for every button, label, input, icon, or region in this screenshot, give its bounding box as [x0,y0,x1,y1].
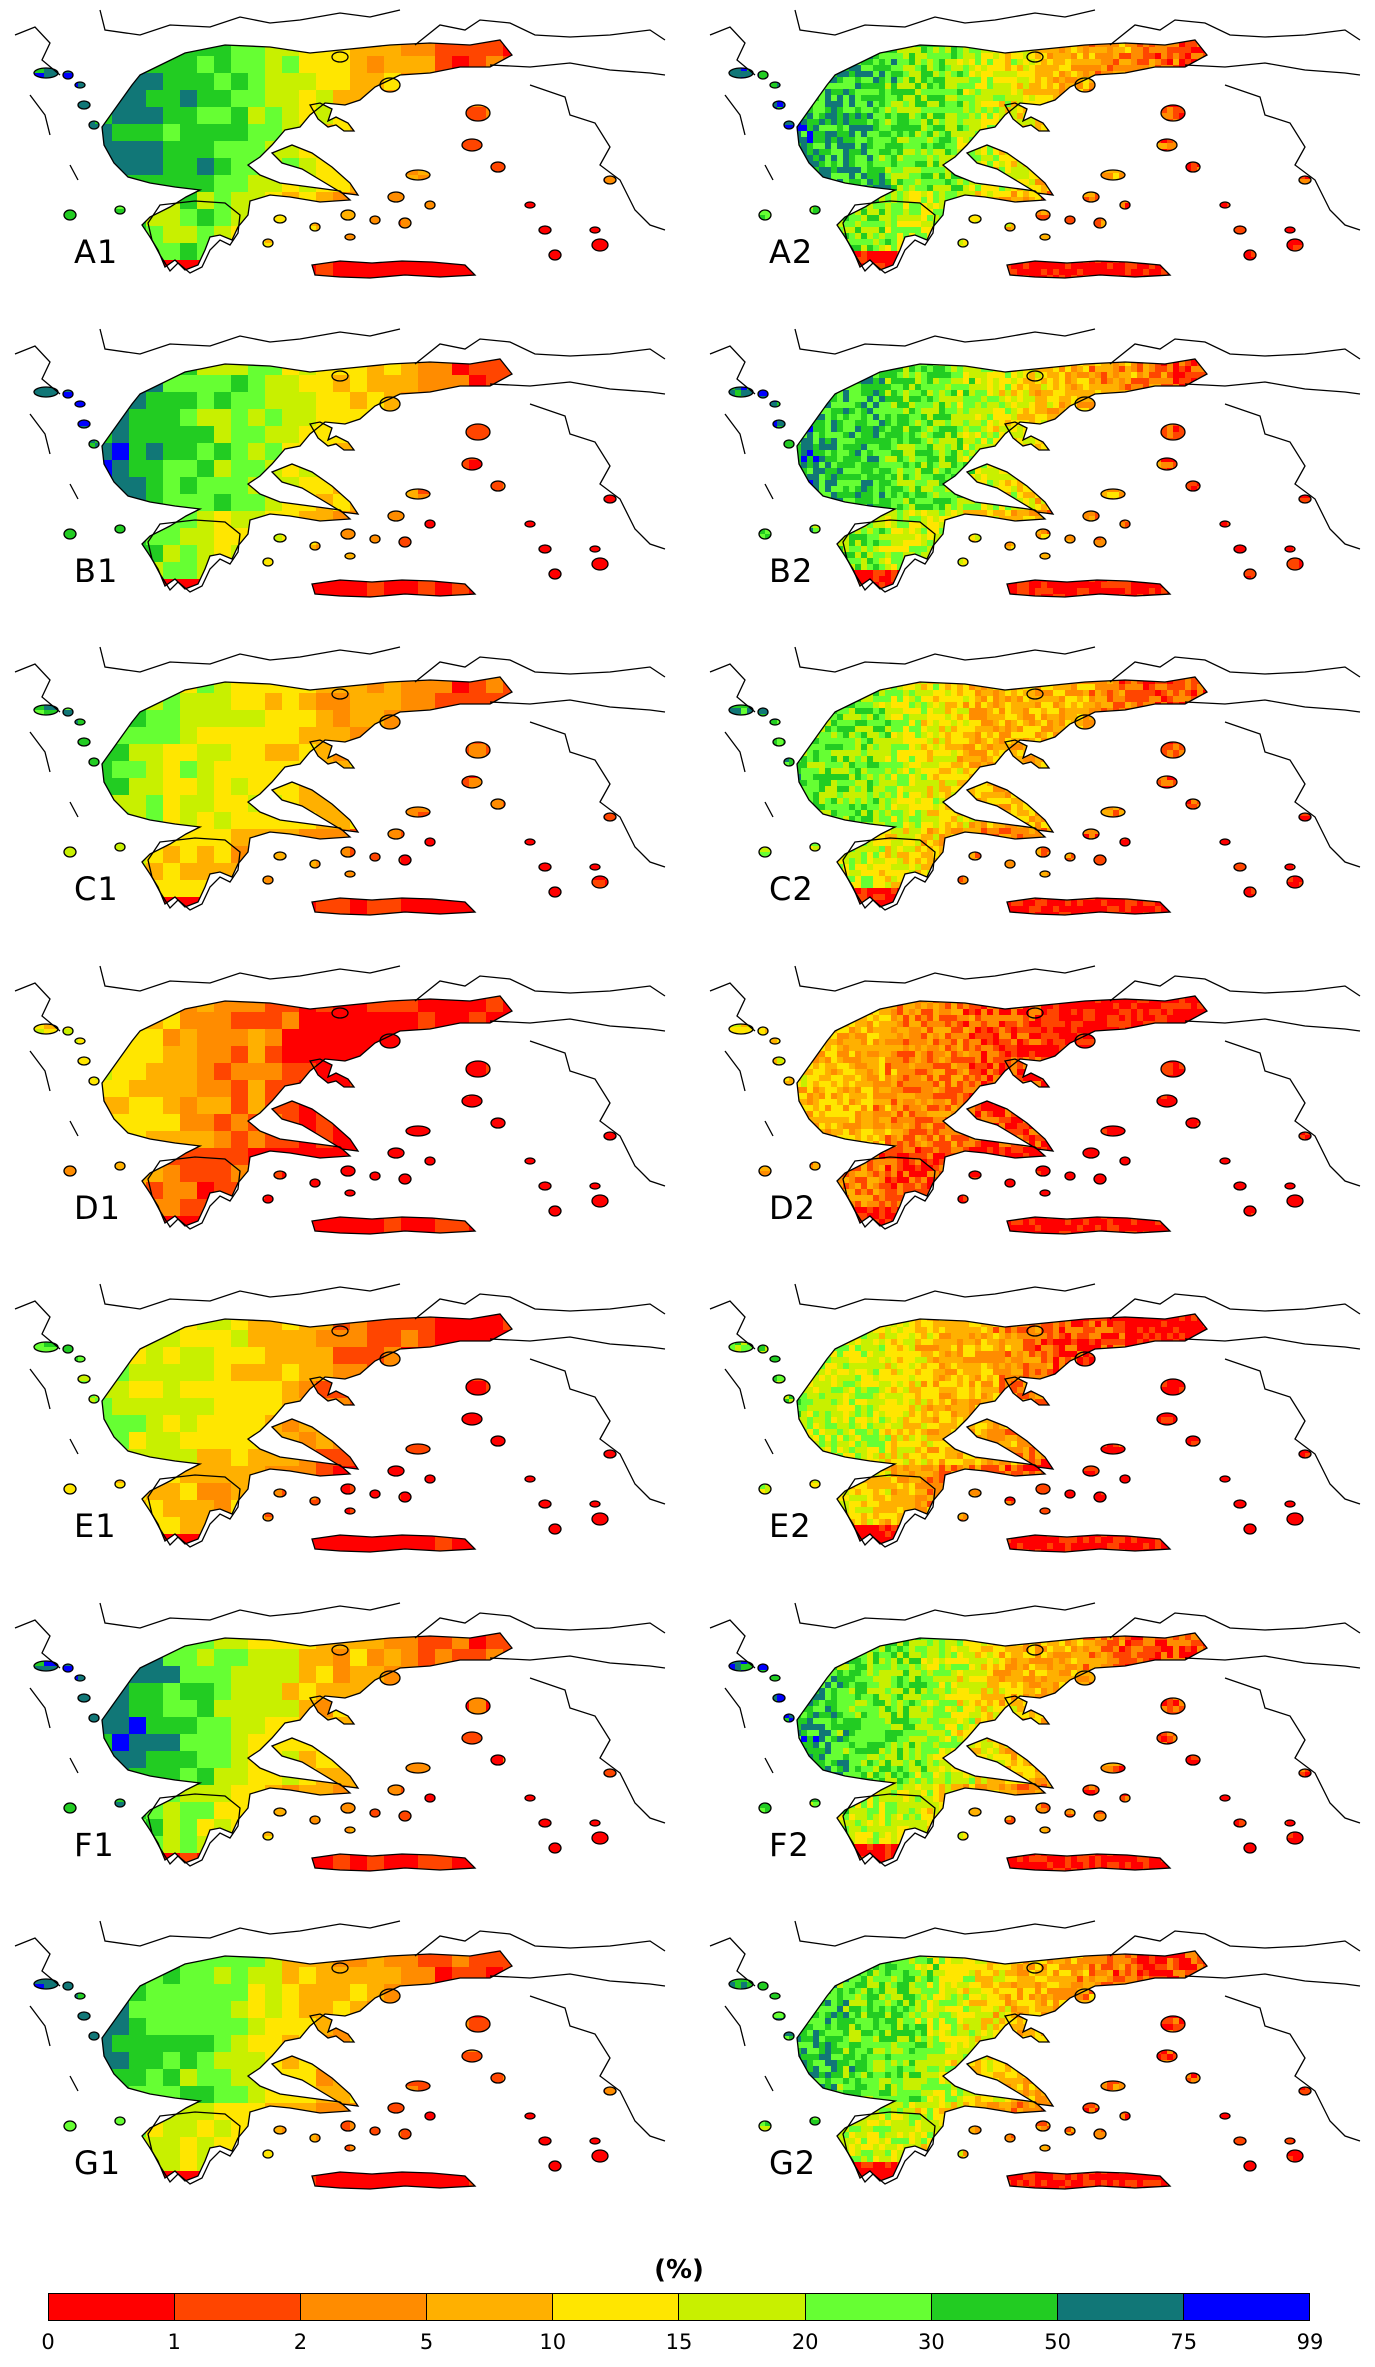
map-panel-d1: D1 [10,961,670,1261]
legend-swatch-0 [49,2294,176,2320]
map-a2 [709,9,1361,279]
map-panel-g2: G2 [705,1916,1365,2216]
map-b2 [709,327,1361,598]
map-panel-c1: C1 [10,642,670,942]
legend-swatch-7 [931,2294,1058,2320]
panel-label-f1: F1 [74,1826,115,1864]
map-panel-a2: A2 [705,5,1365,305]
legend-swatch-5 [679,2294,806,2320]
coastline [709,9,1361,279]
map-panel-d2: D2 [705,961,1365,1261]
legend-swatch-4 [553,2294,680,2320]
coastline [709,327,1361,598]
map-panel-e1: E1 [10,1279,670,1579]
legend-tick-label: 10 [539,2330,566,2354]
legend-swatch-3 [427,2294,554,2320]
legend-tick-label: 5 [420,2330,433,2354]
panel-label-d1: D1 [74,1189,121,1227]
map-panel-a1: A1 [10,5,670,305]
panel-label-a1: A1 [74,233,118,271]
coastline [14,9,666,279]
color-legend: (%) 0 1 2 5 10 15 20 30 50 75 99 [41,2255,1323,2367]
coastline [14,1601,666,1872]
map-g2 [709,1920,1361,2190]
map-d2 [709,964,1361,1235]
map-e2 [709,1283,1361,1553]
legend-tick-label: 1 [168,2330,181,2354]
panel-label-g2: G2 [769,2144,816,2182]
coastline [14,1283,666,1553]
map-panel-b2: B2 [705,324,1365,624]
coastline [14,646,666,916]
coastline [14,964,666,1235]
legend-swatch-8 [1057,2294,1184,2320]
map-f2 [709,1601,1361,1872]
coastline [709,646,1361,916]
legend-color-bar [48,2293,1310,2321]
map-g1 [14,1920,666,2190]
panel-label-g1: G1 [74,2144,121,2182]
legend-swatch-2 [301,2294,428,2320]
map-d1 [14,964,666,1235]
panel-label-e1: E1 [74,1507,117,1545]
map-e1 [14,1283,666,1553]
map-a1 [14,9,666,279]
legend-swatch-6 [805,2294,932,2320]
legend-tick-label: 30 [918,2330,945,2354]
panel-label-c1: C1 [74,870,119,908]
map-panel-g1: G1 [10,1916,670,2216]
legend-tick-label: 20 [792,2330,819,2354]
map-panel-b1: B1 [10,324,670,624]
coastline [14,1920,666,2190]
panel-label-f2: F2 [769,1826,810,1864]
coastline [709,964,1361,1235]
map-c1 [14,646,666,916]
panel-label-c2: C2 [769,870,814,908]
legend-swatch-9 [1183,2294,1309,2320]
legend-tick-label: 75 [1170,2330,1197,2354]
legend-tick-label: 2 [294,2330,307,2354]
panel-label-e2: E2 [769,1507,812,1545]
map-b1 [14,327,666,598]
coastline [709,1920,1361,2190]
map-panel-f1: F1 [10,1598,670,1898]
coastline [14,327,666,598]
map-panel-c2: C2 [705,642,1365,942]
legend-tick-label: 0 [41,2330,54,2354]
panel-label-b2: B2 [769,552,813,590]
panel-label-b1: B1 [74,552,118,590]
legend-tick-label: 50 [1044,2330,1071,2354]
panel-label-a2: A2 [769,233,813,271]
map-panel-f2: F2 [705,1598,1365,1898]
legend-swatch-1 [175,2294,302,2320]
map-f1 [14,1601,666,1872]
legend-unit-label: (%) [48,2255,1310,2285]
map-c2 [709,646,1361,916]
legend-tick-label: 15 [666,2330,693,2354]
panel-label-d2: D2 [769,1189,816,1227]
coastline [709,1601,1361,1872]
coastline [709,1283,1361,1553]
map-panel-e2: E2 [705,1279,1365,1579]
legend-tick-label: 99 [1297,2330,1324,2354]
